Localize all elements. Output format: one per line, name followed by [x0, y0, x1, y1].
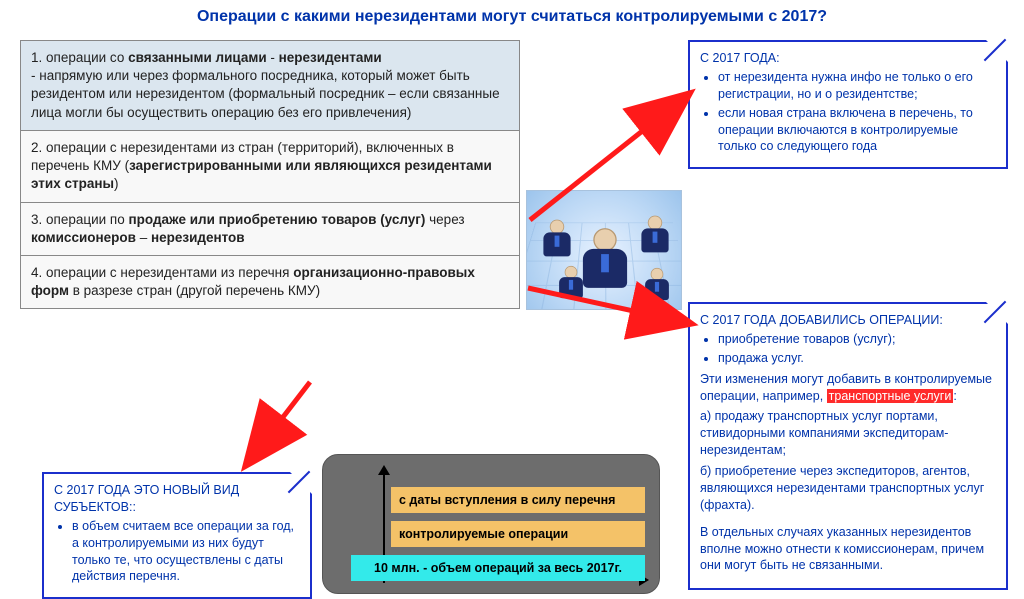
- page-title: Операции с какими нерезидентами могут сч…: [0, 0, 1024, 36]
- paragraph: а) продажу транспортных услуг портами, с…: [700, 408, 996, 459]
- table-row: 3. операции по продаже или приобретению …: [21, 203, 519, 256]
- list-item: в объем считаем все операции за год, а к…: [72, 518, 300, 586]
- text-bold: комиссионеров: [31, 230, 136, 245]
- paragraph: В отдельных случаях указанных нерезидент…: [700, 524, 996, 575]
- text: 3. операции по: [31, 212, 129, 227]
- timeline-bar: с даты вступления в силу перечня: [391, 487, 645, 513]
- text: ): [114, 176, 119, 191]
- text: :: [953, 389, 956, 403]
- text-bold: нерезидентами: [279, 50, 382, 65]
- list-item: приобретение товаров (услуг);: [718, 331, 996, 348]
- table-row: 1. операции со связанными лицами - нерез…: [21, 41, 519, 131]
- table-row: 4. операции с нерезидентами из перечня о…: [21, 256, 519, 308]
- timeline-bar: 10 млн. - объем операций за весь 2017г.: [351, 555, 645, 581]
- paragraph: б) приобретение через экспедиторов, аген…: [700, 463, 996, 514]
- text-bold: связанными лицами: [128, 50, 267, 65]
- timeline-diagram: с даты вступления в силу перечня контрол…: [322, 454, 660, 594]
- text: - напрямую или через формального посредн…: [31, 68, 500, 119]
- callout-2017-info: С 2017 ГОДА: от нерезидента нужна инфо н…: [688, 40, 1008, 169]
- person-icon: [579, 228, 631, 288]
- callout-new-subjects: С 2017 ГОДА ЭТО НОВЫЙ ВИД СУБЪЕКТОВ:: в …: [42, 472, 312, 599]
- paragraph: Эти изменения могут добавить в контролир…: [700, 371, 996, 405]
- person-icon: [643, 268, 671, 300]
- text: 4. операции с нерезидентами из перечня: [31, 265, 293, 280]
- timeline-bar: контролируемые операции: [391, 521, 645, 547]
- text: –: [136, 230, 151, 245]
- text: -: [267, 50, 279, 65]
- callout-added-ops: С 2017 ГОДА ДОБАВИЛИСЬ ОПЕРАЦИИ: приобре…: [688, 302, 1008, 590]
- person-icon: [541, 220, 573, 257]
- text: 1. операции со: [31, 50, 128, 65]
- callout-header: С 2017 ГОДА:: [700, 50, 996, 67]
- text-bold: нерезидентов: [151, 230, 245, 245]
- list-item: от нерезидента нужна инфо не только о ег…: [718, 69, 996, 103]
- list-item: продажа услуг.: [718, 350, 996, 367]
- person-icon: [639, 216, 671, 253]
- criteria-table: 1. операции со связанными лицами - нерез…: [20, 40, 520, 309]
- text-bold: продаже или приобретению товаров (услуг): [129, 212, 426, 227]
- table-row: 2. операции с нерезидентами из стран (те…: [21, 131, 519, 203]
- callout-header: С 2017 ГОДА ЭТО НОВЫЙ ВИД СУБЪЕКТОВ::: [54, 482, 300, 516]
- text: через: [425, 212, 464, 227]
- highlight-text: транспортные услуги: [827, 389, 954, 403]
- people-graphic: [526, 190, 682, 310]
- list-item: если новая страна включена в перечень, т…: [718, 105, 996, 156]
- text: в разрезе стран (другой перечень КМУ): [69, 283, 320, 298]
- callout-header: С 2017 ГОДА ДОБАВИЛИСЬ ОПЕРАЦИИ:: [700, 312, 996, 329]
